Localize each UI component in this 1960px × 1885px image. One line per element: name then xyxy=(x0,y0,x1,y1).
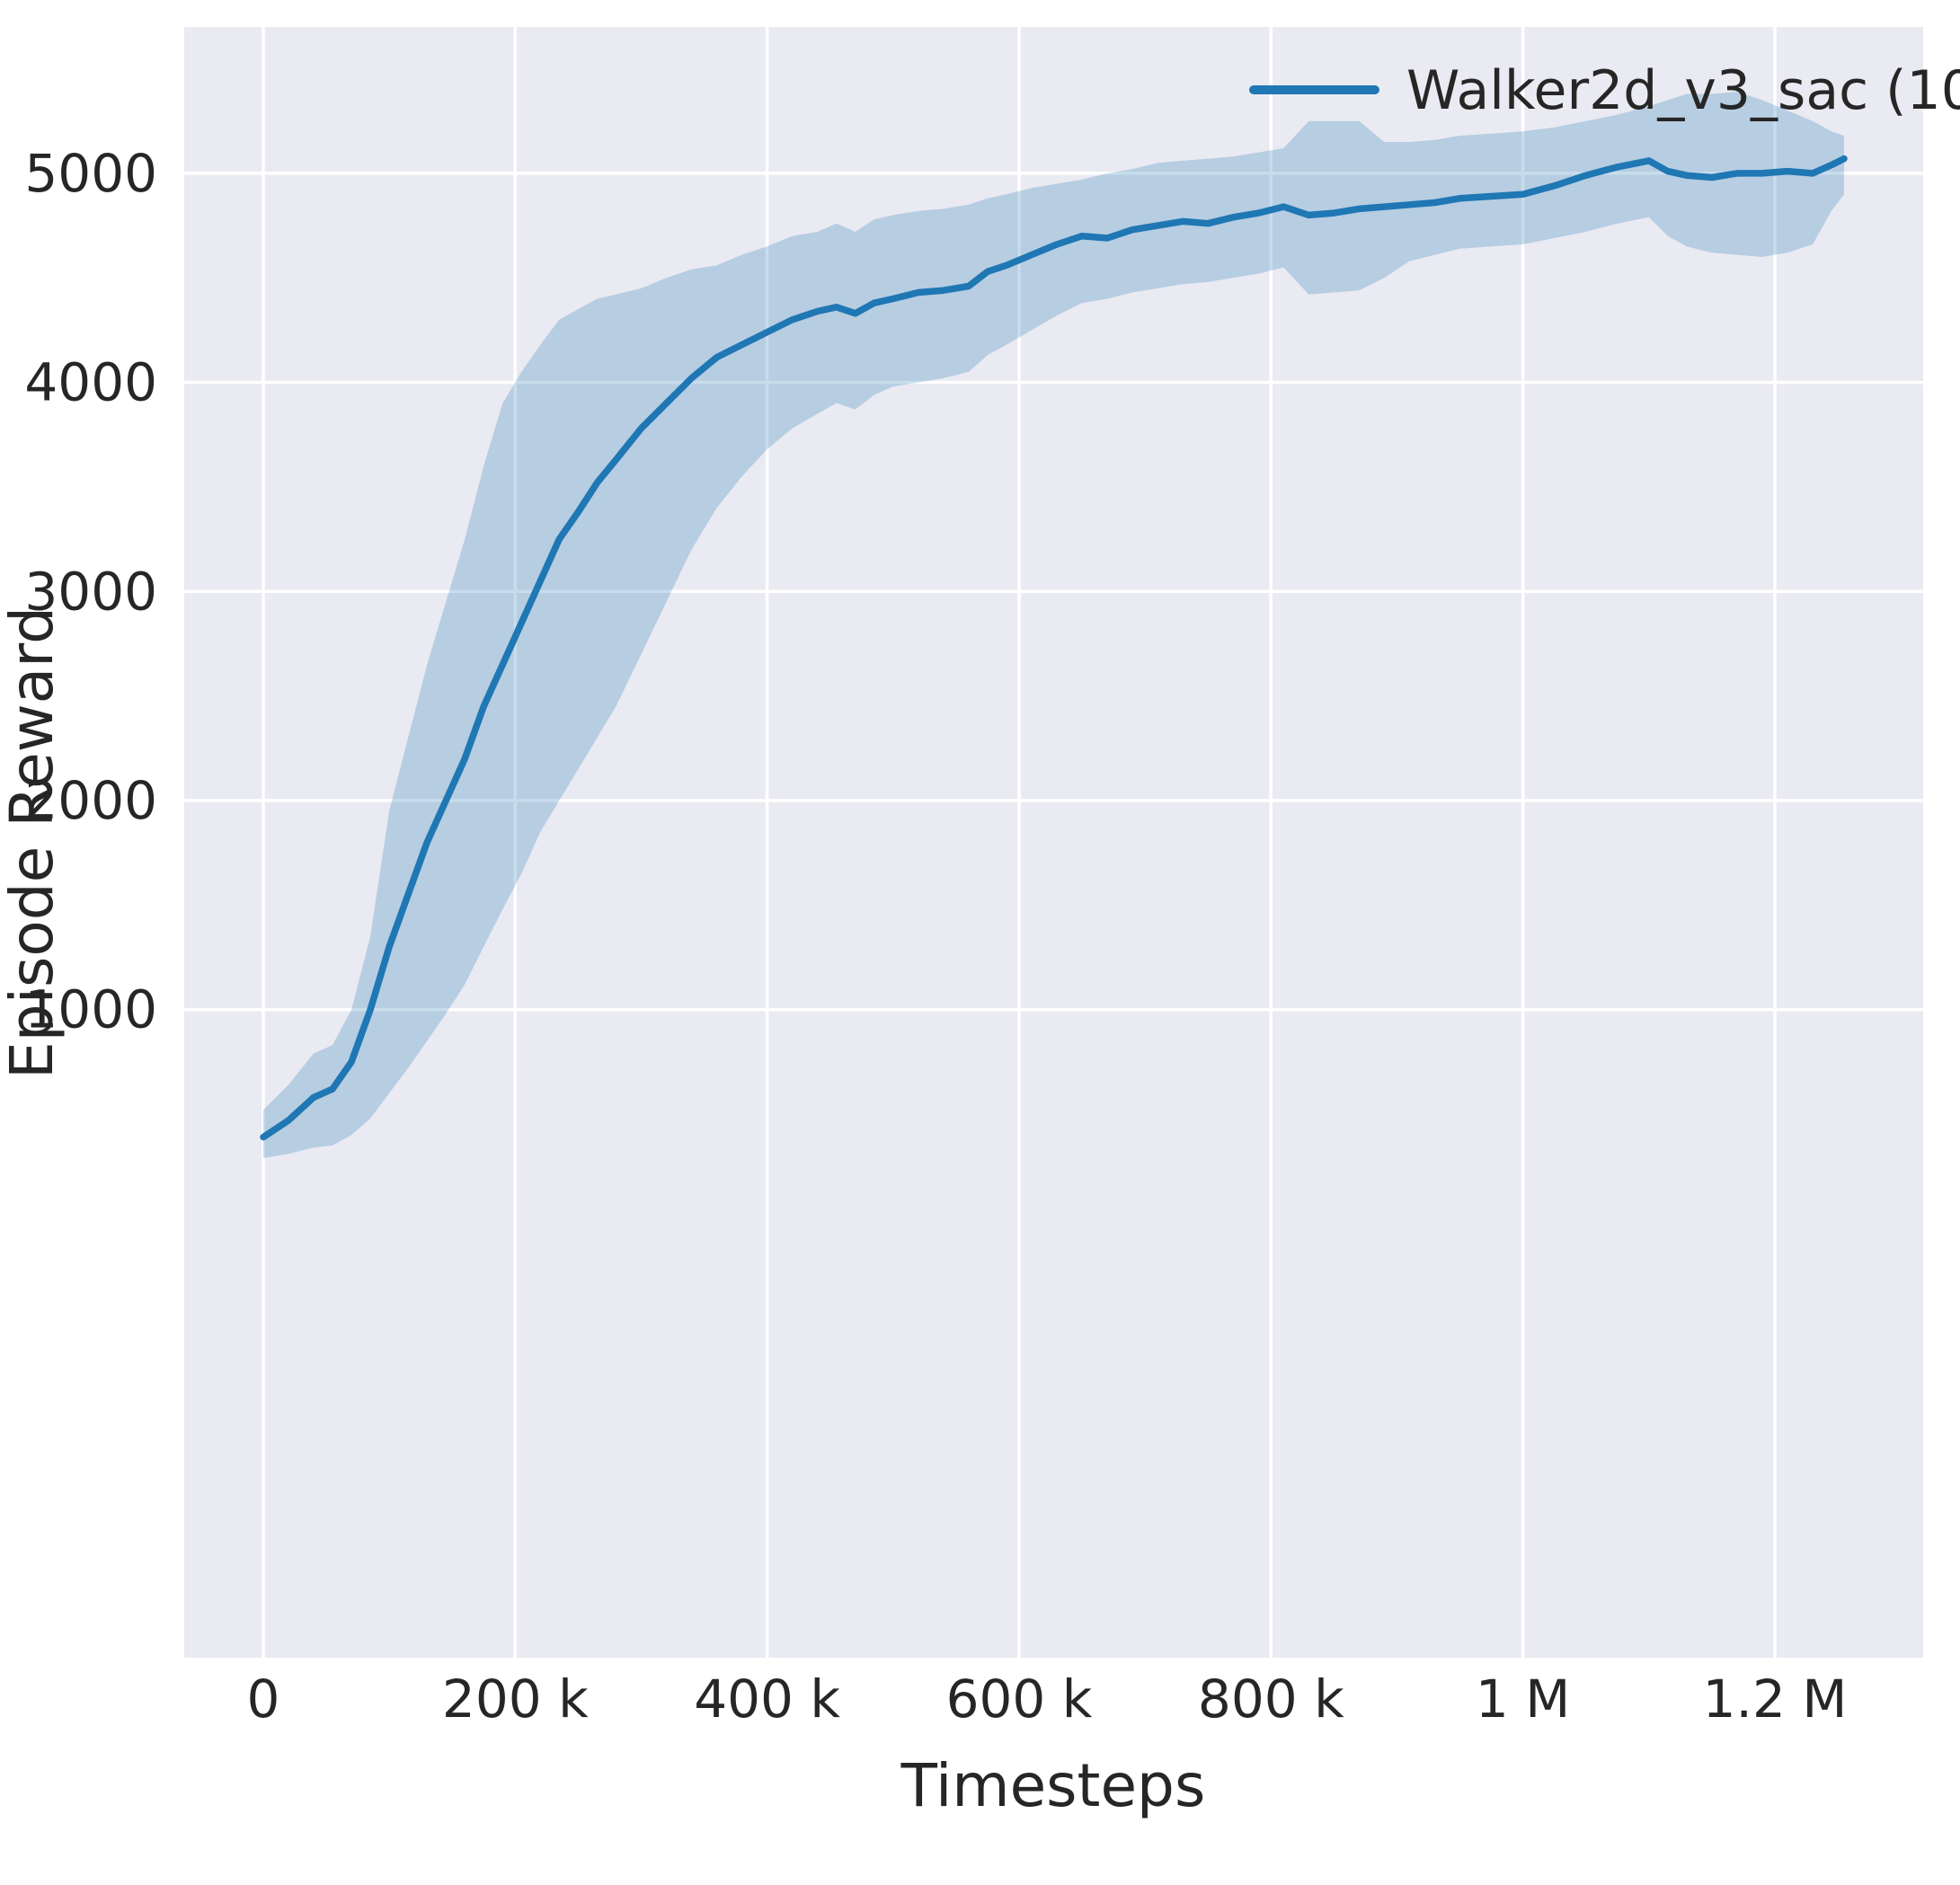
mean-reward-line xyxy=(260,155,1848,1141)
y-tick-label: 1000 xyxy=(24,979,157,1040)
plot-background xyxy=(184,27,1923,1658)
gridlines xyxy=(184,27,1923,1658)
x-tick-label: 200 k xyxy=(442,1668,589,1730)
x-tick-label: 0 xyxy=(247,1668,280,1730)
tick-labels: 0 200 k 400 k 600 k 800 k 1 M 1.2 M 1000 2000 300… xyxy=(24,143,1847,1730)
confidence-band xyxy=(263,92,1844,1158)
x-tick-label: 800 k xyxy=(1198,1668,1344,1730)
x-tick-label: 600 k xyxy=(946,1668,1093,1730)
x-tick-label: 400 k xyxy=(694,1668,840,1730)
legend: Walker2d_v3_sac (10) xyxy=(1249,59,1960,122)
x-axis-label: Timesteps xyxy=(900,1751,1206,1820)
y-tick-label: 4000 xyxy=(24,352,157,413)
y-axis-label: Episode Reward xyxy=(0,606,67,1079)
y-tick-label: 5000 xyxy=(24,143,157,204)
y-tick-label: 2000 xyxy=(24,770,157,831)
x-tick-label: 1.2 M xyxy=(1703,1668,1848,1730)
x-tick-label: 1 M xyxy=(1476,1668,1570,1730)
y-tick-label: 3000 xyxy=(24,561,157,622)
legend-label: Walker2d_v3_sac (10) xyxy=(1406,59,1960,122)
